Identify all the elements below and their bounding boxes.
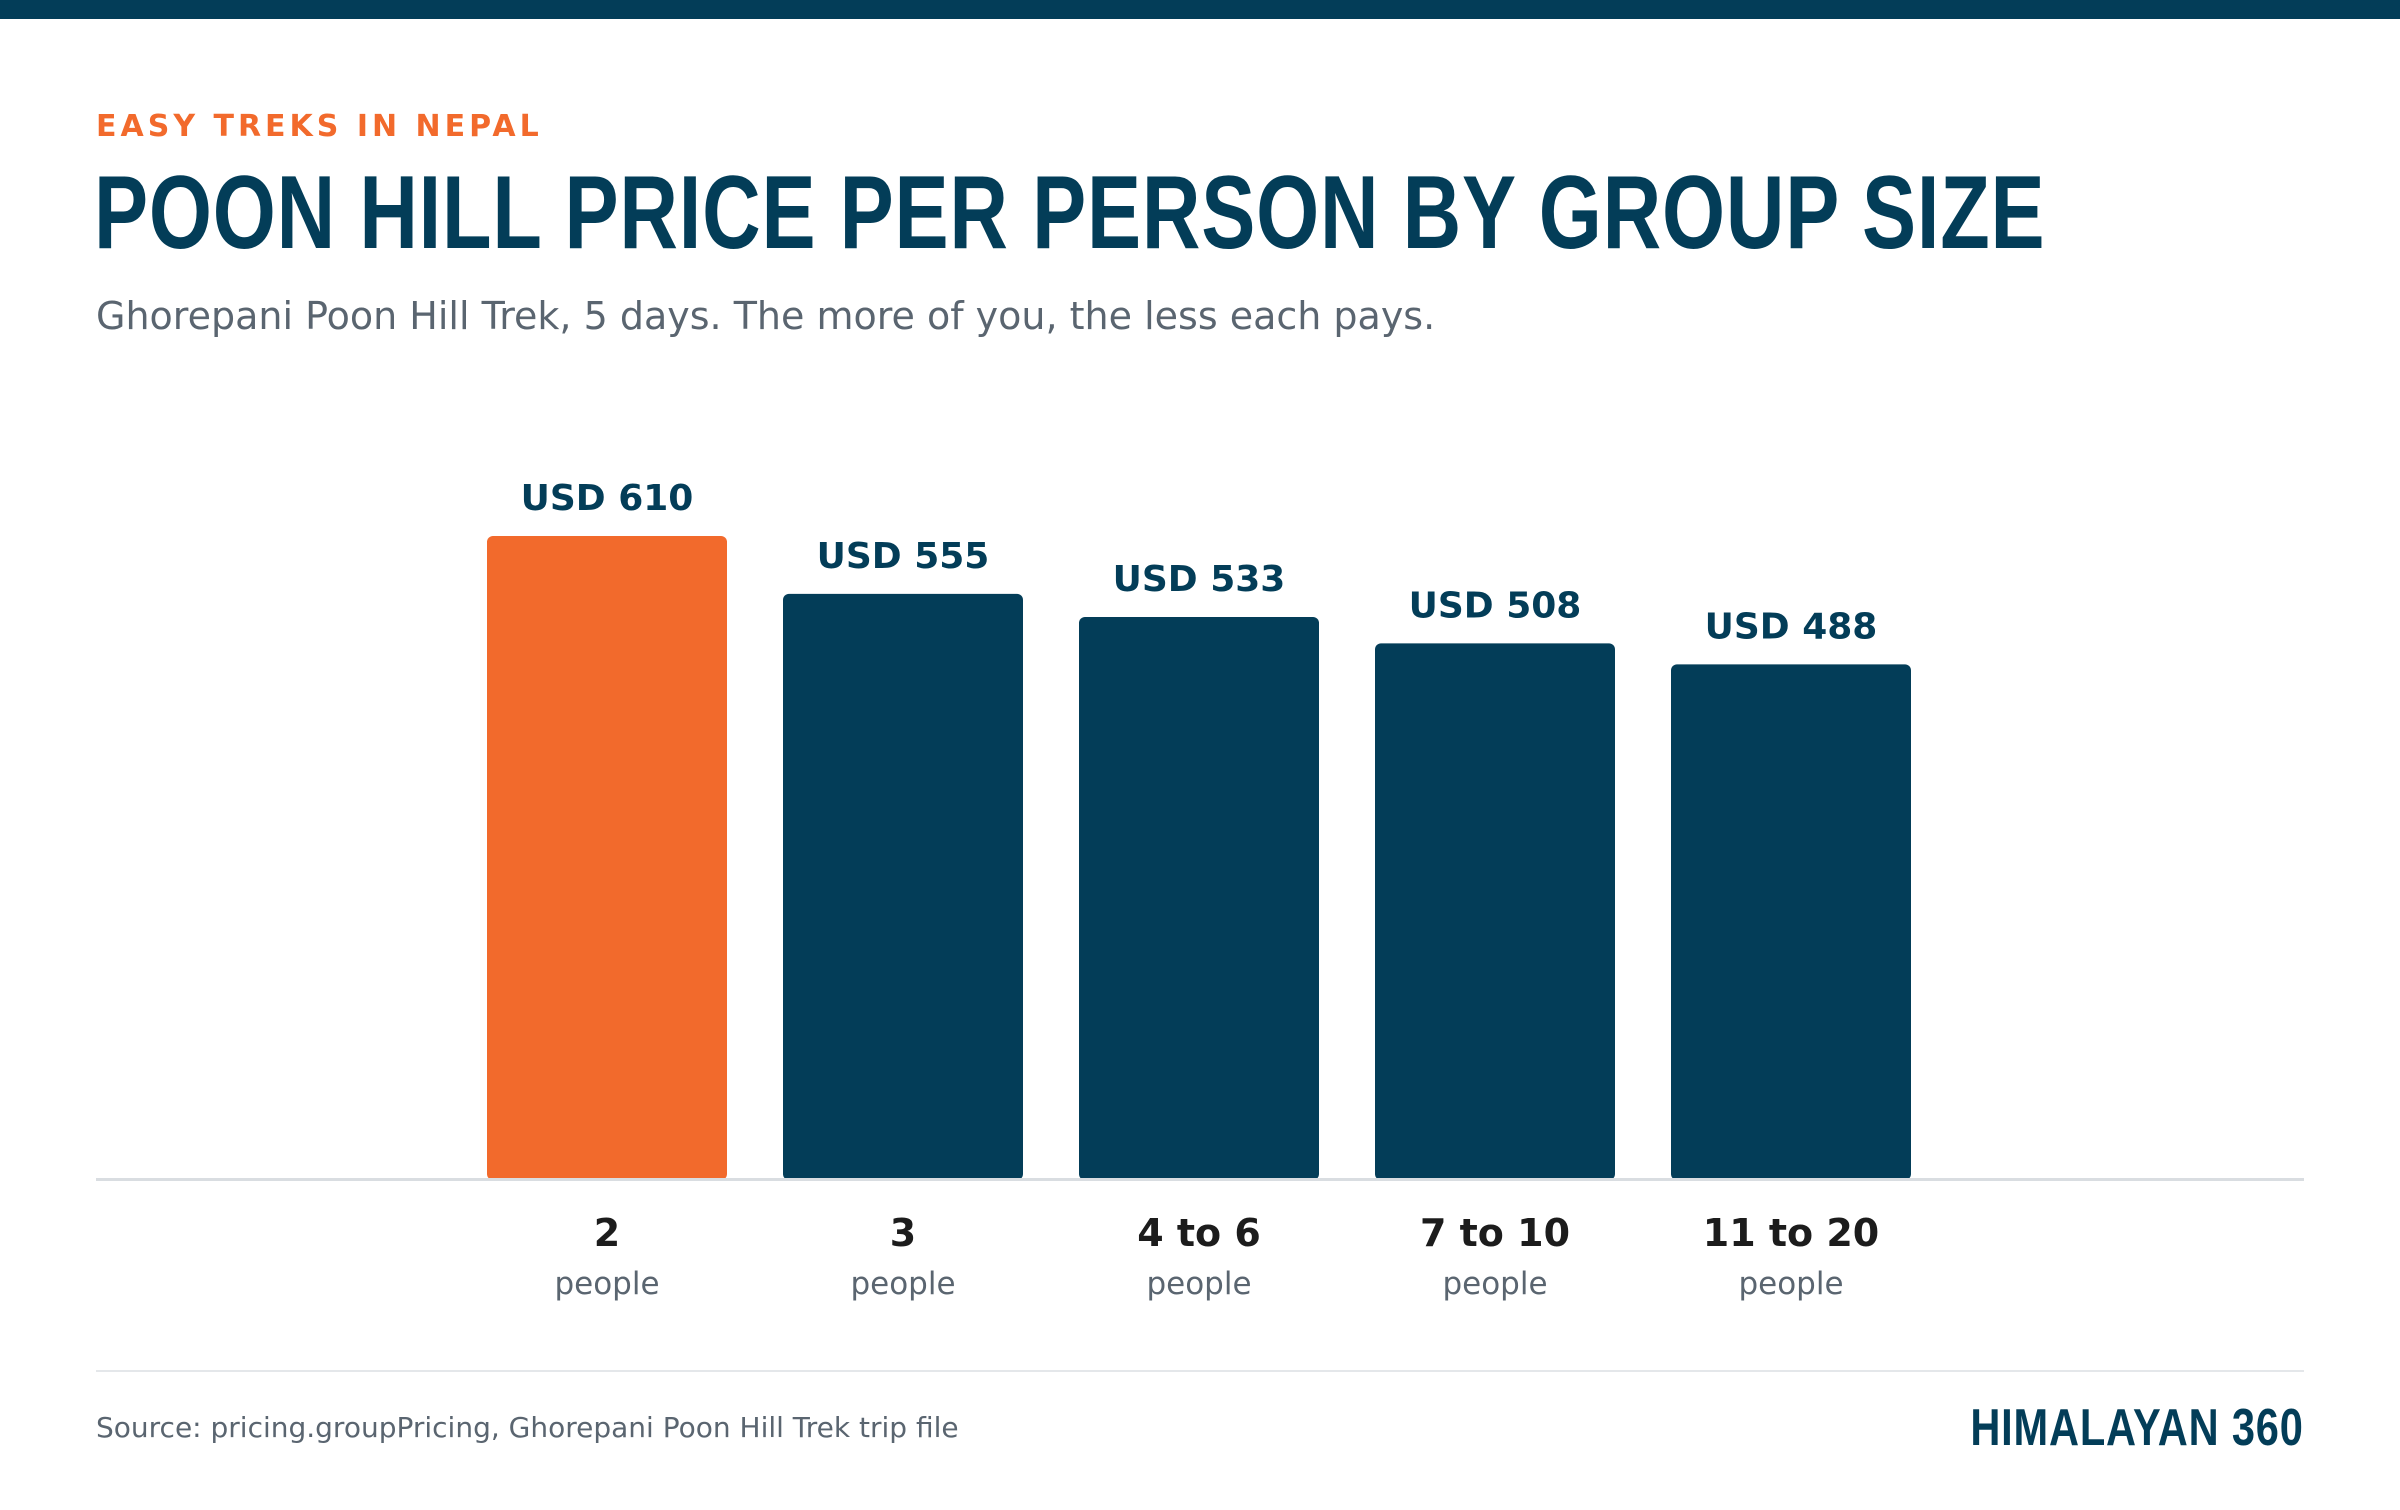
bar-1 bbox=[783, 593, 1023, 1180]
category-sublabel-1: people bbox=[850, 1266, 955, 1302]
chart-title: POON HILL PRICE PER PERSON BY GROUP SIZE bbox=[94, 155, 2046, 271]
bar-0 bbox=[487, 536, 727, 1180]
bar-3 bbox=[1375, 643, 1615, 1180]
brand-logo-text: HIMALAYAN 360 bbox=[1970, 1399, 2304, 1457]
value-label-1: USD 555 bbox=[817, 536, 990, 577]
category-sublabel-4: people bbox=[1738, 1266, 1843, 1302]
bar-chart: USD 610 2 people USD 555 3 people USD 533 4 to … bbox=[96, 478, 2304, 1302]
value-label-4: USD 488 bbox=[1705, 606, 1878, 647]
category-label-2: 4 to 6 bbox=[1137, 1211, 1261, 1255]
chart-subtitle: Ghorepani Poon Hill Trek, 5 days. The mo… bbox=[96, 294, 1436, 338]
category-sublabel-2: people bbox=[1146, 1266, 1251, 1302]
value-label-0: USD 610 bbox=[521, 478, 694, 519]
category-label-0: 2 bbox=[594, 1211, 620, 1255]
top-accent-bar bbox=[0, 0, 2400, 19]
category-label-3: 7 to 10 bbox=[1420, 1211, 1570, 1255]
bar-4 bbox=[1671, 664, 1911, 1180]
category-label-1: 3 bbox=[890, 1211, 916, 1255]
value-label-3: USD 508 bbox=[1409, 585, 1582, 626]
source-note: Source: pricing.groupPricing, Ghorepani … bbox=[96, 1411, 959, 1444]
footer-divider bbox=[96, 1370, 2304, 1372]
category-sublabel-3: people bbox=[1442, 1266, 1547, 1302]
value-label-2: USD 533 bbox=[1113, 559, 1286, 600]
eyebrow-label: EASY TREKS IN NEPAL bbox=[96, 109, 543, 144]
category-label-4: 11 to 20 bbox=[1703, 1211, 1880, 1255]
bar-2 bbox=[1079, 617, 1319, 1180]
category-sublabel-0: people bbox=[554, 1266, 659, 1302]
x-axis-baseline bbox=[96, 1178, 2304, 1181]
